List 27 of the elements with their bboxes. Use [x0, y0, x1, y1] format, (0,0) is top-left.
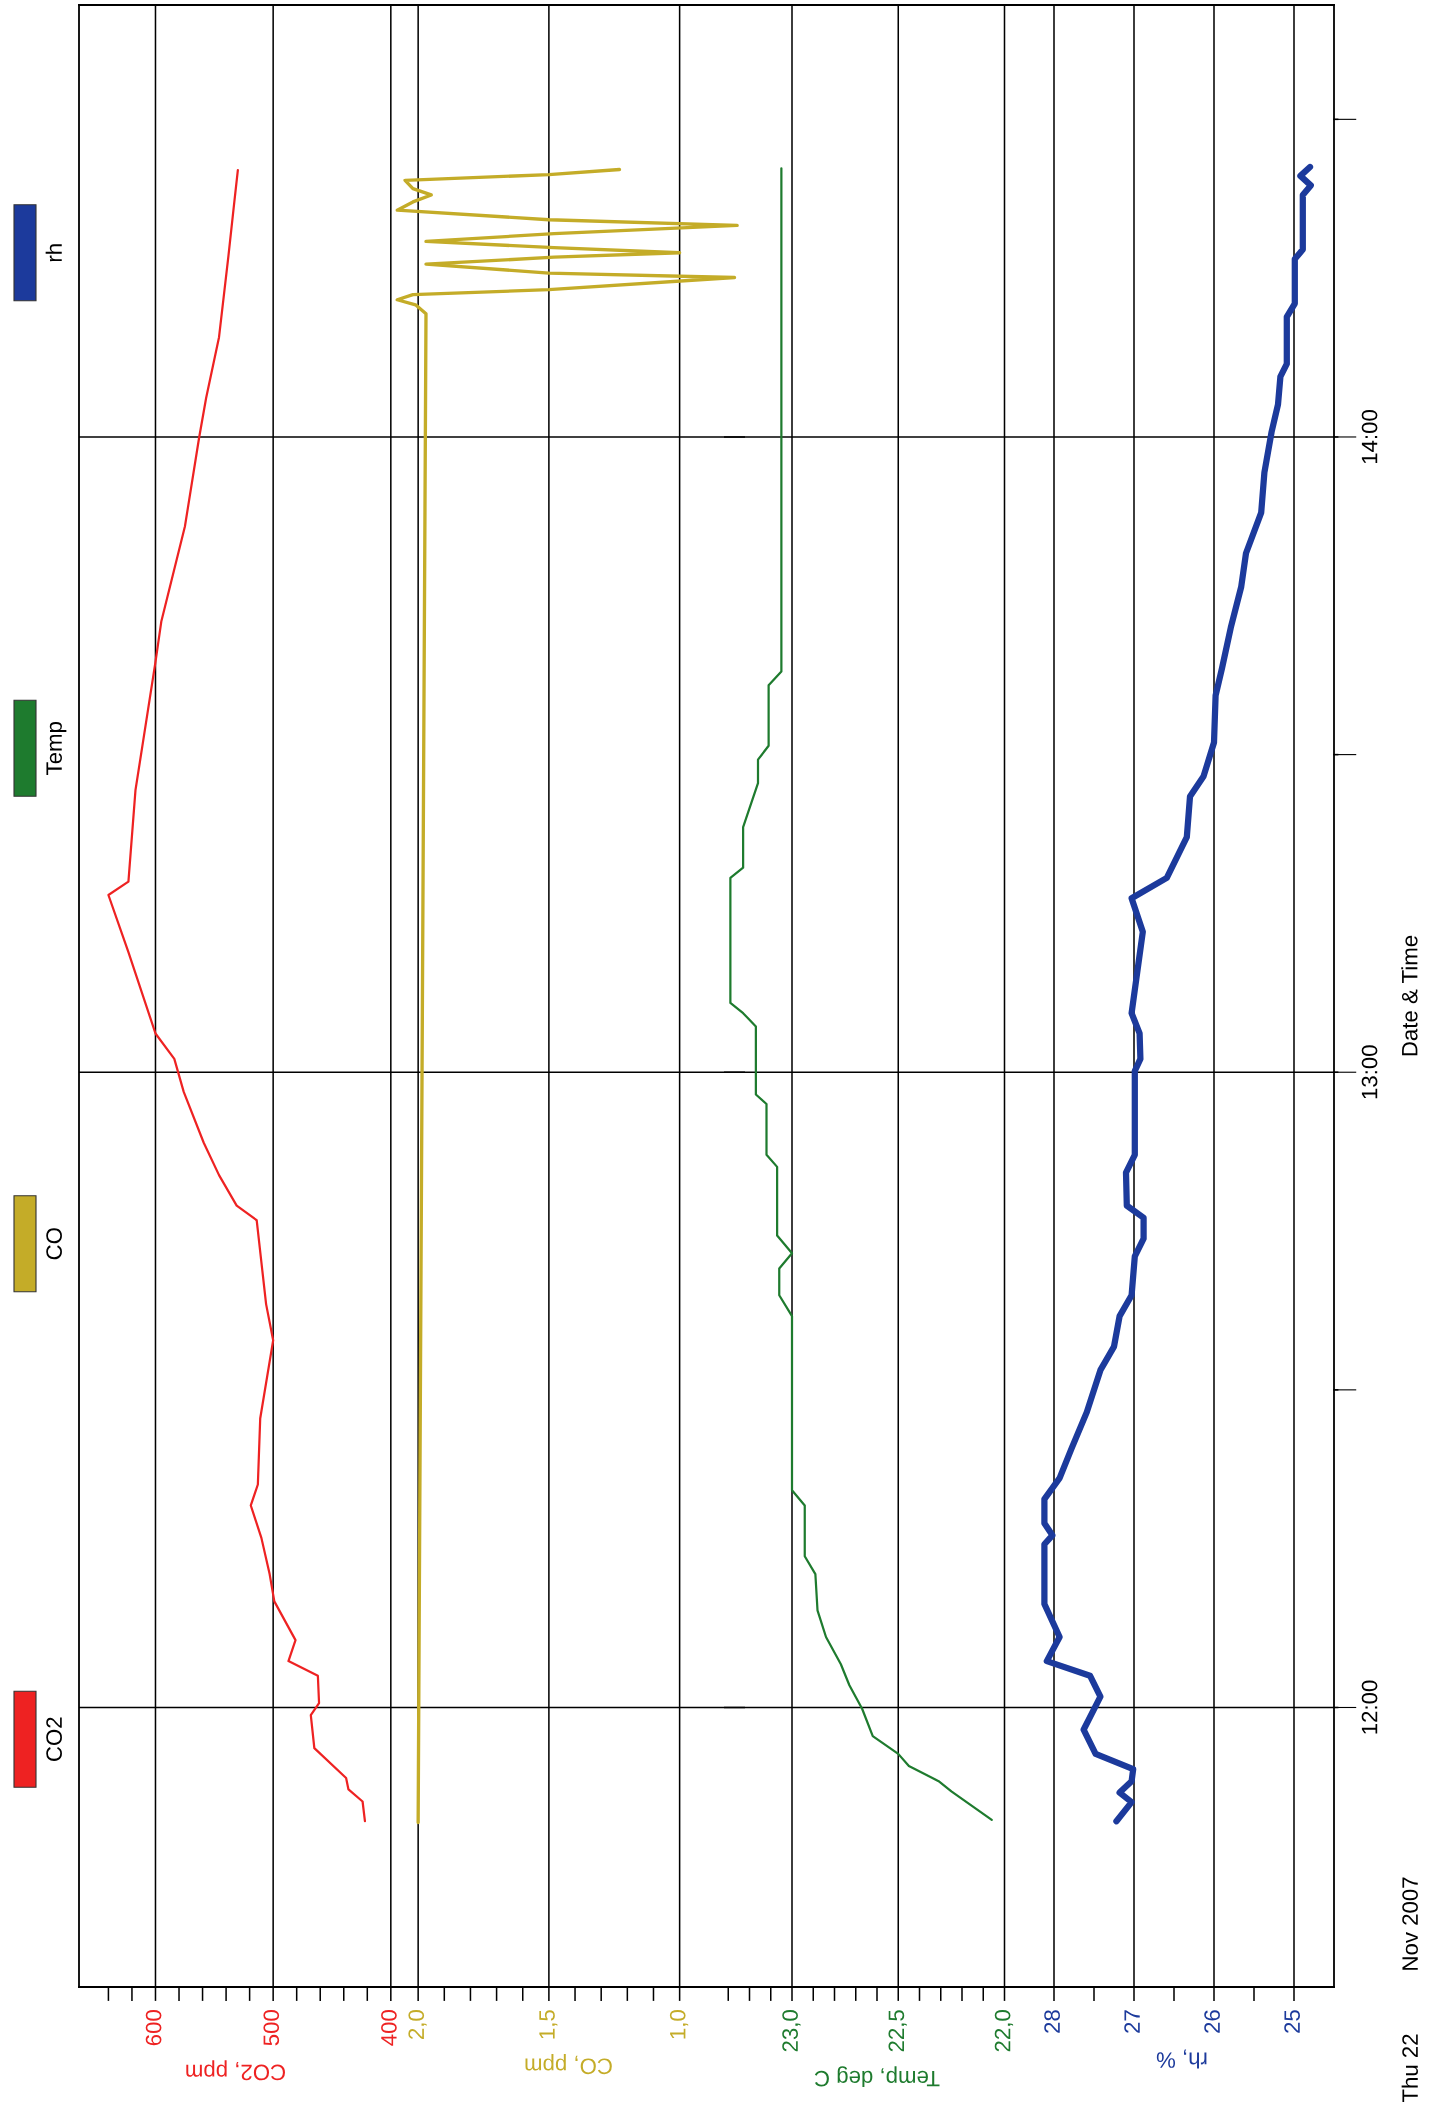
- x-tick-label: 500: [263, 2010, 280, 2046]
- text: CO: [46, 1228, 62, 1260]
- x-tick-label: 600: [145, 2010, 162, 2046]
- x-tick-label: 27: [1124, 2010, 1140, 2033]
- y-tick-label: 13:00: [1361, 1045, 1378, 1099]
- x-tick-label: 22,5: [888, 2010, 907, 2052]
- x-axis-title: CO2, ppm: [186, 2060, 285, 2081]
- x-tick-label: 2,0: [408, 2010, 427, 2039]
- x-axis-title: CO, ppm: [525, 2054, 612, 2075]
- x-tick-label: 28: [1044, 2010, 1060, 2033]
- x-axis-title: rh, %: [1156, 2049, 1207, 2069]
- x-tick-label: 1,5: [539, 2010, 558, 2039]
- text: CO2: [46, 1717, 62, 1761]
- y-axis-title: Date & Time: [1401, 935, 1418, 1056]
- text: Thu 22: [1401, 2034, 1418, 2103]
- y-tick-label: 12:00: [1361, 1680, 1378, 1734]
- x-tick-label: 1,0: [669, 2010, 689, 2039]
- x-tick-label: 400: [381, 2010, 397, 2046]
- x-tick-label: 23,0: [782, 2010, 801, 2052]
- text: rh: [45, 244, 62, 262]
- x-axis-title: Temp, deg C: [814, 2066, 940, 2088]
- y-tick-label: 14:00: [1361, 410, 1378, 464]
- text: Temp: [46, 722, 67, 775]
- text: Nov 2007: [1402, 1877, 1418, 1970]
- x-tick-label: 26: [1204, 2010, 1220, 2033]
- x-tick-label: 22,0: [994, 2010, 1014, 2052]
- x-tick-label: 25: [1284, 2010, 1300, 2033]
